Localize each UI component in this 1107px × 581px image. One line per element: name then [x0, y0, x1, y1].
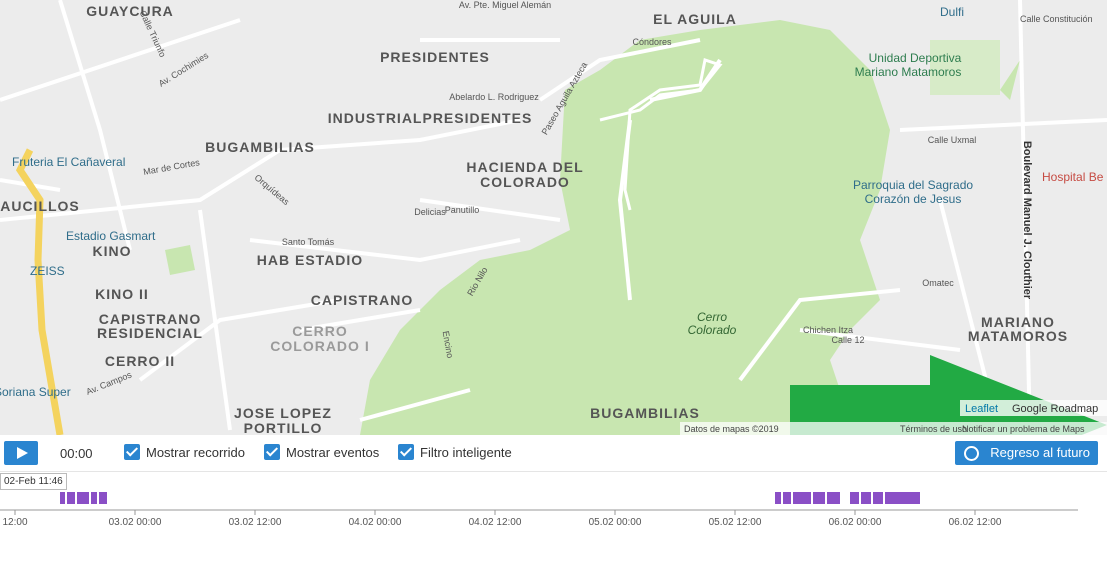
place-label: MARIANO [981, 314, 1055, 330]
place-label: KINO [93, 243, 132, 259]
tick-label: 06.02 00:00 [829, 517, 882, 528]
street-label: Encino [441, 330, 456, 359]
street-label: Cóndores [632, 37, 672, 47]
place-label: PORTILLO [244, 420, 323, 435]
tick-label: 04.02 00:00 [349, 517, 402, 528]
street-label: Omatec [922, 278, 954, 288]
street-label: Panutillo [445, 205, 480, 215]
future-button[interactable]: Regreso al futuro [955, 441, 1098, 465]
time-display: 00:00 [60, 446, 93, 461]
place-label: BUGAMBILIAS [590, 405, 700, 421]
place-label: Mariano Matamoros [855, 65, 962, 79]
place-label: Corazón de Jesus [865, 192, 962, 206]
place-label: Soriana Super [0, 385, 71, 399]
leaflet-link[interactable]: Leaflet [965, 403, 998, 415]
place-label: MATAMOROS [968, 328, 1068, 344]
street-label: Calle Constitución [1020, 14, 1093, 24]
place-label: RESIDENCIAL [97, 325, 203, 341]
map: Datos de mapas ©2019 Términos de uso Not… [0, 0, 1107, 435]
place-label: Cerro [697, 310, 727, 324]
checkbox-label: Mostrar eventos [286, 444, 380, 460]
place-label: CAPISTRANO [99, 311, 202, 327]
place-label: Unidad Deportiva [869, 51, 962, 65]
place-label: HACIENDA DEL [466, 159, 583, 175]
street-label: Delicias [414, 207, 446, 217]
place-label: Parroquia del Sagrado [853, 178, 973, 192]
tick-label: 12:00 [2, 517, 27, 528]
place-label: JOSE LOPEZ [234, 405, 332, 421]
checkbox[interactable]: Mostrar eventos [264, 444, 379, 460]
checkbox[interactable]: Mostrar recorrido [124, 444, 245, 460]
tick-label: 05.02 00:00 [589, 517, 642, 528]
street-label: Boulevard Manuel J. Clouthier [1021, 141, 1033, 300]
place-label: ZEISS [30, 264, 65, 278]
place-label: EL AGUILA [653, 11, 737, 27]
map-data-credit: Datos de mapas ©2019 [684, 424, 779, 434]
place-label: CERRO [292, 323, 348, 339]
street-label: Abelardo L. Rodriguez [449, 92, 539, 102]
street-label: Calle Uxmal [928, 135, 977, 145]
place-label: INDUSTRIALPRESIDENTES [328, 110, 533, 126]
street-label: Calle 12 [831, 335, 864, 345]
tick-label: 03.02 12:00 [229, 517, 282, 528]
place-label: Dulfi [940, 5, 964, 19]
place-label: KINO II [95, 286, 149, 302]
street-label: Av. Pte. Miguel Alemán [459, 0, 551, 10]
place-label: Fruteria El Cañaveral [12, 155, 125, 169]
place-label: COLORADO I [270, 338, 369, 354]
checkbox-label: Filtro inteligente [420, 444, 512, 460]
place-label: Estadio Gasmart [66, 229, 156, 243]
report-link[interactable]: Notificar un problema de Maps [962, 424, 1085, 434]
place-label: COLORADO [480, 174, 570, 190]
place-label: Colorado [688, 323, 737, 337]
street-label: Chichen Itza [803, 325, 853, 335]
checkbox[interactable]: Filtro inteligente [398, 444, 512, 460]
place-label: BUGAMBILIAS [205, 139, 315, 155]
tick-label: 05.02 12:00 [709, 517, 762, 528]
layer-name: Google Roadmap [1012, 403, 1098, 415]
tick-label: 06.02 12:00 [949, 517, 1002, 528]
place-label: GUAYCURA [86, 3, 174, 19]
time-tooltip: 02-Feb 11:46 [0, 473, 67, 490]
place-label: CAPISTRANO [311, 292, 414, 308]
place-label: PRESIDENTES [380, 49, 490, 65]
tick-label: 04.02 12:00 [469, 517, 522, 528]
checkbox-label: Mostrar recorrido [146, 444, 245, 460]
tick-label: 03.02 00:00 [109, 517, 162, 528]
place-label: HAB ESTADIO [257, 252, 363, 268]
place-label: CERRO II [105, 353, 175, 369]
place-label: Hospital Be [1042, 170, 1104, 184]
street-label: Santo Tomás [282, 237, 335, 247]
timeline: 12:00 03.02 00:00 03.02 12:00 04.02 00:00 04… [0, 492, 1078, 528]
place-label: AUCILLOS [0, 198, 80, 214]
terms-link[interactable]: Términos de uso [900, 424, 967, 434]
control-bar: 00:00 Mostrar recorrido Mostrar eventos … [0, 435, 1107, 472]
play-button[interactable] [4, 441, 38, 465]
